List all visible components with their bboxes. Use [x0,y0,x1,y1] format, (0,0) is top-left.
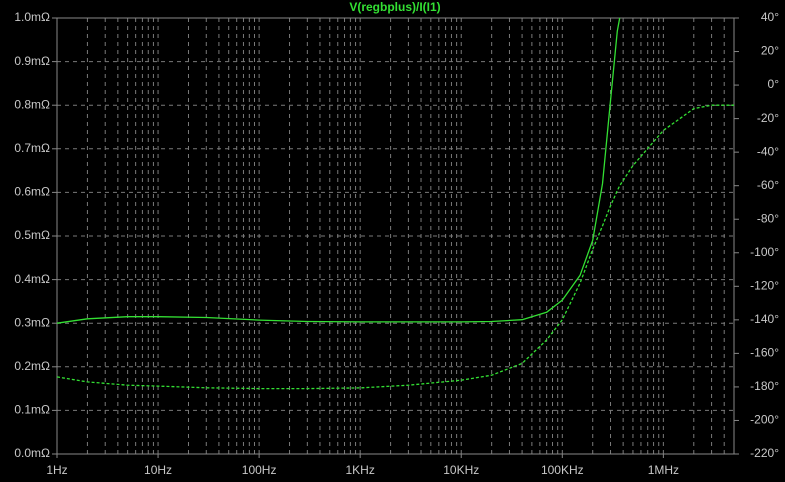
y2-tick-label: -120° [750,278,779,292]
y2-tick-label: -40° [757,144,779,158]
y2-tick-label: -60° [757,178,779,192]
y-tick-label: 0.3mΩ [14,315,50,329]
y2-tick-label: -200° [750,413,779,427]
y-tick-label: 0.7mΩ [14,141,50,155]
y2-tick-label: -220° [750,446,779,460]
y-tick-label: 0.5mΩ [14,228,50,242]
x-tick-label: 100KHz [541,463,584,477]
y-tick-label: 1.0mΩ [14,10,50,24]
y-tick-label: 0.2mΩ [14,359,50,373]
x-tick-label: 1Hz [46,463,67,477]
chart-title: V(regbplus)/I(I1) [349,0,440,14]
y2-tick-label: -80° [757,211,779,225]
y2-tick-label: 0° [768,77,780,91]
plot-frame [56,17,735,455]
y2-tick-label: -140° [750,312,779,326]
x-tick-label: 100Hz [242,463,277,477]
y2-tick-label: -20° [757,111,779,125]
phase-line [56,104,734,390]
y-tick-label: 0.6mΩ [14,185,50,199]
y-tick-label: 0.8mΩ [14,97,50,111]
y2-tick-label: -160° [750,346,779,360]
y2-tick-label: -180° [750,379,779,393]
magnitude-line [56,17,621,324]
x-tick-label: 1KHz [346,463,375,477]
y-tick-label: 0.0mΩ [14,446,50,460]
y-tick-label: 0.9mΩ [14,54,50,68]
y-tick-label: 0.1mΩ [14,403,50,417]
x-tick-label: 10KHz [443,463,479,477]
x-tick-label: 1MHz [648,463,679,477]
y2-tick-label: -100° [750,245,779,259]
x-tick-label: 10Hz [144,463,172,477]
y2-tick-label: 40° [761,10,779,24]
y-tick-label: 0.4mΩ [14,272,50,286]
y2-tick-label: 20° [761,44,779,58]
